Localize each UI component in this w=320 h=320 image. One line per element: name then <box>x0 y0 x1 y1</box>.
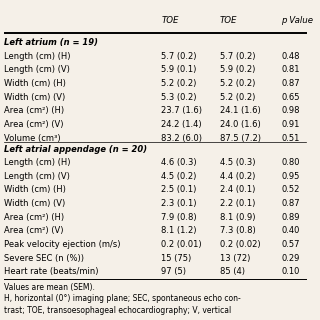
Text: Width (cm) (V): Width (cm) (V) <box>4 199 66 208</box>
Text: Width (cm) (H): Width (cm) (H) <box>4 186 66 195</box>
Text: Values are mean (SEM).: Values are mean (SEM). <box>4 283 95 292</box>
Text: 5.7 (0.2): 5.7 (0.2) <box>220 52 255 61</box>
Text: 0.57: 0.57 <box>281 240 300 249</box>
Text: 0.2 (0.02): 0.2 (0.02) <box>220 240 260 249</box>
Text: 0.29: 0.29 <box>281 254 300 263</box>
Text: 2.4 (0.1): 2.4 (0.1) <box>220 186 255 195</box>
Text: Length (cm) (H): Length (cm) (H) <box>4 158 71 167</box>
Text: 5.7 (0.2): 5.7 (0.2) <box>161 52 197 61</box>
Text: 0.52: 0.52 <box>281 186 300 195</box>
Text: 0.40: 0.40 <box>281 226 300 236</box>
Text: 24.2 (1.4): 24.2 (1.4) <box>161 120 202 129</box>
Text: 15 (75): 15 (75) <box>161 254 192 263</box>
Text: 0.89: 0.89 <box>281 213 300 222</box>
Text: Width (cm) (V): Width (cm) (V) <box>4 93 66 102</box>
Text: 0.87: 0.87 <box>281 79 300 88</box>
Text: 5.2 (0.2): 5.2 (0.2) <box>220 93 255 102</box>
Text: 23.7 (1.6): 23.7 (1.6) <box>161 106 202 115</box>
Text: Width (cm) (H): Width (cm) (H) <box>4 79 66 88</box>
Text: 5.2 (0.2): 5.2 (0.2) <box>220 79 255 88</box>
Text: 5.3 (0.2): 5.3 (0.2) <box>161 93 197 102</box>
Text: TOE: TOE <box>161 16 179 25</box>
Text: Area (cm²) (H): Area (cm²) (H) <box>4 106 65 115</box>
Text: 0.91: 0.91 <box>281 120 300 129</box>
Text: Left atrium (n = 19): Left atrium (n = 19) <box>4 38 99 47</box>
Text: 8.1 (0.9): 8.1 (0.9) <box>220 213 255 222</box>
Text: 0.80: 0.80 <box>281 158 300 167</box>
Text: 0.48: 0.48 <box>281 52 300 61</box>
Text: 97 (5): 97 (5) <box>161 267 186 276</box>
Text: 0.95: 0.95 <box>281 172 300 181</box>
Text: 5.2 (0.2): 5.2 (0.2) <box>161 79 197 88</box>
Text: 13 (72): 13 (72) <box>220 254 250 263</box>
Text: 2.3 (0.1): 2.3 (0.1) <box>161 199 197 208</box>
Text: Area (cm²) (V): Area (cm²) (V) <box>4 120 64 129</box>
Text: 0.98: 0.98 <box>281 106 300 115</box>
Text: Heart rate (beats/min): Heart rate (beats/min) <box>4 267 99 276</box>
Text: 0.51: 0.51 <box>281 134 300 143</box>
Text: 4.5 (0.2): 4.5 (0.2) <box>161 172 197 181</box>
Text: 85 (4): 85 (4) <box>220 267 245 276</box>
Text: 0.10: 0.10 <box>281 267 300 276</box>
Text: Left atrial appendage (n = 20): Left atrial appendage (n = 20) <box>4 145 148 154</box>
Text: Volume (cm³): Volume (cm³) <box>4 134 61 143</box>
Text: H, horizontal (0°) imaging plane; SEC, spontaneous echo con-: H, horizontal (0°) imaging plane; SEC, s… <box>4 294 241 303</box>
Text: 24.0 (1.6): 24.0 (1.6) <box>220 120 260 129</box>
Text: 2.5 (0.1): 2.5 (0.1) <box>161 186 197 195</box>
Text: 8.1 (1.2): 8.1 (1.2) <box>161 226 197 236</box>
Text: 4.4 (0.2): 4.4 (0.2) <box>220 172 255 181</box>
Text: Length (cm) (H): Length (cm) (H) <box>4 52 71 61</box>
Text: TOE: TOE <box>220 16 237 25</box>
Text: 24.1 (1.6): 24.1 (1.6) <box>220 106 260 115</box>
Text: Area (cm²) (V): Area (cm²) (V) <box>4 226 64 236</box>
Text: 0.2 (0.01): 0.2 (0.01) <box>161 240 202 249</box>
Text: Length (cm) (V): Length (cm) (V) <box>4 172 70 181</box>
Text: p Value: p Value <box>281 16 313 25</box>
Text: 0.65: 0.65 <box>281 93 300 102</box>
Text: 0.87: 0.87 <box>281 199 300 208</box>
Text: 87.5 (7.2): 87.5 (7.2) <box>220 134 261 143</box>
Text: 4.5 (0.3): 4.5 (0.3) <box>220 158 255 167</box>
Text: trast; TOE, transoesophageal echocardiography; V, vertical: trast; TOE, transoesophageal echocardiog… <box>4 306 232 315</box>
Text: 5.9 (0.2): 5.9 (0.2) <box>220 65 255 75</box>
Text: Peak velocity ejection (m/s): Peak velocity ejection (m/s) <box>4 240 121 249</box>
Text: 0.81: 0.81 <box>281 65 300 75</box>
Text: 4.6 (0.3): 4.6 (0.3) <box>161 158 197 167</box>
Text: 5.9 (0.1): 5.9 (0.1) <box>161 65 197 75</box>
Text: 2.2 (0.1): 2.2 (0.1) <box>220 199 255 208</box>
Text: Area (cm²) (H): Area (cm²) (H) <box>4 213 65 222</box>
Text: Length (cm) (V): Length (cm) (V) <box>4 65 70 75</box>
Text: 7.9 (0.8): 7.9 (0.8) <box>161 213 197 222</box>
Text: Severe SEC (n (%)): Severe SEC (n (%)) <box>4 254 84 263</box>
Text: 7.3 (0.8): 7.3 (0.8) <box>220 226 255 236</box>
Text: 83.2 (6.0): 83.2 (6.0) <box>161 134 202 143</box>
